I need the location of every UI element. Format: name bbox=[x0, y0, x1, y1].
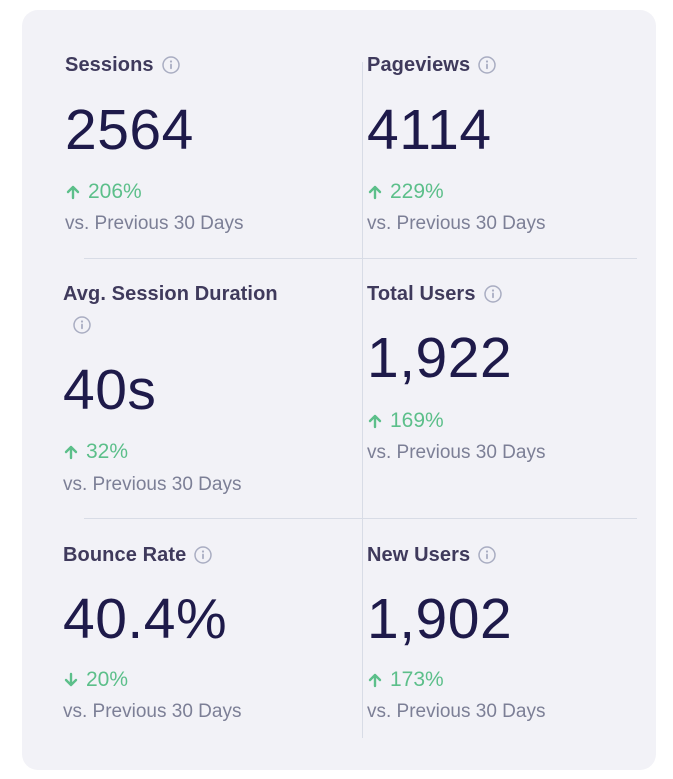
metric-new-users: New Users 1,902 173% vs. Previous 30 Day… bbox=[367, 544, 637, 744]
info-icon[interactable] bbox=[478, 56, 496, 74]
metric-change-value: 32% bbox=[86, 440, 129, 463]
column-divider bbox=[362, 62, 363, 738]
metric-title: Total Users bbox=[367, 283, 476, 305]
metric-title: Pageviews bbox=[367, 54, 471, 76]
metric-change-value: 173% bbox=[390, 668, 444, 691]
stats-card: Sessions 2564 206% vs. Previous 30 Days … bbox=[22, 10, 656, 770]
metric-compare: vs. Previous 30 Days bbox=[367, 442, 546, 463]
metric-pageviews: Pageviews 4114 229% vs. Previous 30 Days bbox=[367, 54, 637, 254]
metric-avg-session-duration: Avg. Session Duration 40s 32% vs. Previo… bbox=[63, 283, 355, 513]
metric-total-users: Total Users 1,922 169% vs. Previous 30 D… bbox=[367, 283, 637, 513]
arrow-up-icon bbox=[368, 185, 382, 200]
metric-compare: vs. Previous 30 Days bbox=[65, 213, 244, 234]
metric-bounce-rate: Bounce Rate 40.4% 20% vs. Previous 30 Da… bbox=[63, 544, 355, 744]
metric-value: 1,902 bbox=[367, 587, 513, 651]
metric-change-value: 206% bbox=[88, 180, 142, 203]
arrow-down-icon bbox=[64, 672, 78, 687]
metric-change-value: 20% bbox=[86, 668, 129, 691]
metric-value: 40.4% bbox=[63, 587, 228, 651]
arrow-up-icon bbox=[64, 445, 78, 460]
row-divider bbox=[84, 258, 637, 259]
arrow-up-icon bbox=[368, 414, 382, 429]
metric-change: 32% bbox=[63, 440, 128, 464]
arrow-up-icon bbox=[66, 185, 80, 200]
metric-value: 2564 bbox=[65, 98, 194, 162]
metric-change: 206% bbox=[65, 180, 142, 204]
metric-value: 40s bbox=[63, 358, 157, 422]
info-icon[interactable] bbox=[73, 316, 91, 334]
metric-title: Bounce Rate bbox=[63, 544, 187, 566]
metric-change-value: 229% bbox=[390, 180, 444, 203]
metric-title: Sessions bbox=[65, 54, 154, 76]
metric-compare: vs. Previous 30 Days bbox=[367, 213, 546, 234]
info-icon[interactable] bbox=[478, 546, 496, 564]
arrow-up-icon bbox=[368, 673, 382, 688]
metric-compare: vs. Previous 30 Days bbox=[63, 701, 242, 722]
info-icon[interactable] bbox=[194, 546, 213, 564]
metric-change: 20% bbox=[63, 668, 128, 692]
metric-compare: vs. Previous 30 Days bbox=[367, 701, 546, 722]
metric-change: 169% bbox=[367, 409, 444, 433]
info-icon[interactable] bbox=[161, 56, 180, 74]
metric-title: New Users bbox=[367, 544, 471, 566]
info-icon[interactable] bbox=[483, 285, 502, 303]
metric-title: Avg. Session Duration bbox=[63, 283, 278, 305]
metric-change: 229% bbox=[367, 180, 444, 204]
metric-change: 173% bbox=[367, 668, 444, 692]
metric-value: 1,922 bbox=[367, 326, 513, 390]
metric-sessions: Sessions 2564 206% vs. Previous 30 Days bbox=[65, 54, 355, 254]
metric-change-value: 169% bbox=[390, 409, 444, 432]
row-divider bbox=[84, 518, 637, 519]
metric-value: 4114 bbox=[367, 98, 492, 162]
metric-compare: vs. Previous 30 Days bbox=[63, 474, 242, 495]
